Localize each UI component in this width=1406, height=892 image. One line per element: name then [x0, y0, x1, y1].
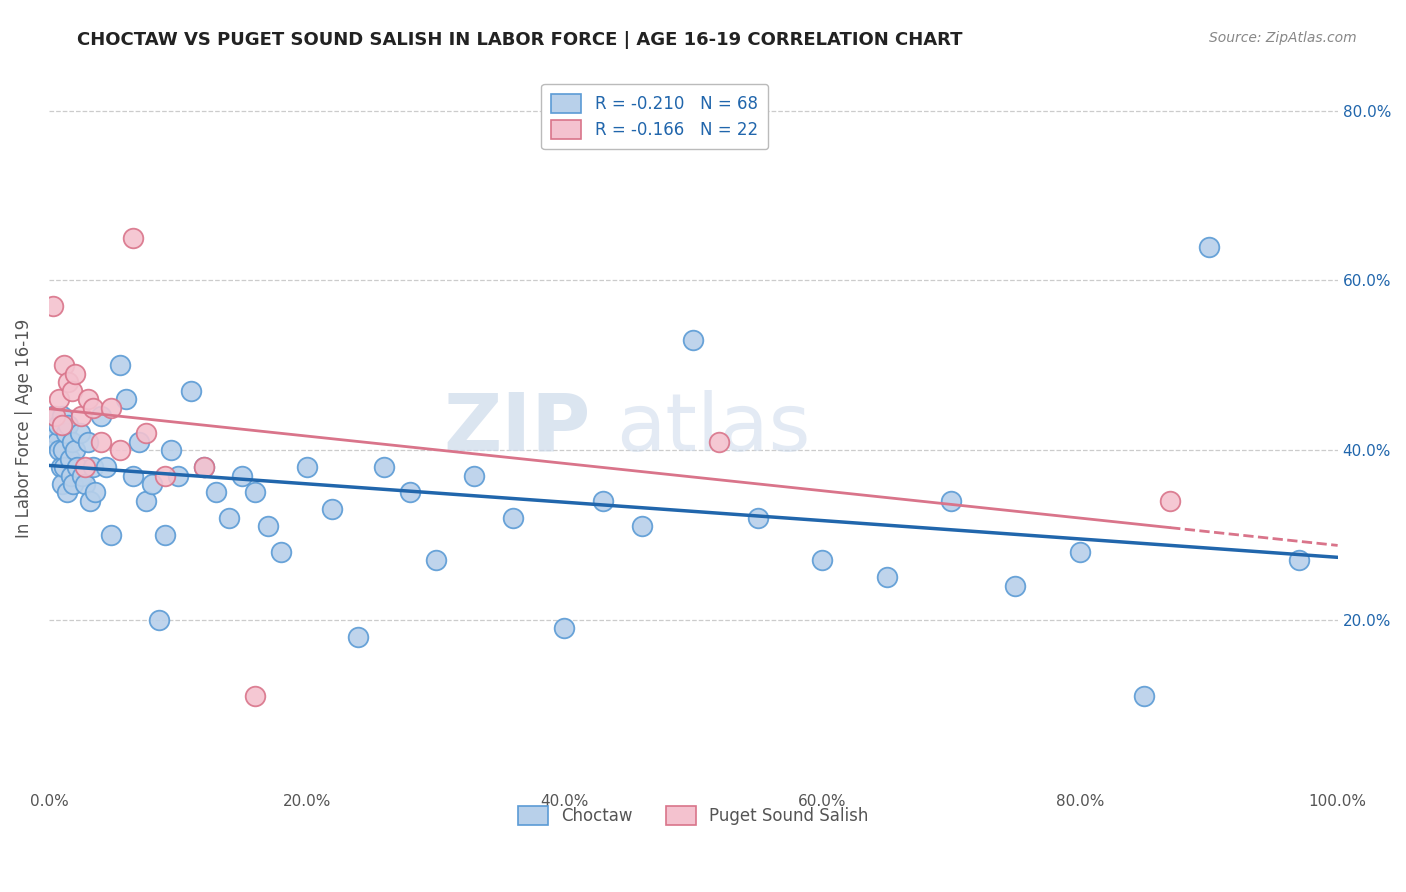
Point — [295, 460, 318, 475]
Point — [89, 409, 111, 424]
Point — [141, 477, 163, 491]
Point — [321, 502, 343, 516]
Point — [876, 570, 898, 584]
Point — [58, 417, 80, 432]
Point — [270, 545, 292, 559]
Point — [682, 333, 704, 347]
Point — [51, 409, 73, 424]
Point — [243, 689, 266, 703]
Point — [128, 434, 150, 449]
Point — [1288, 553, 1310, 567]
Point — [205, 485, 228, 500]
Point — [1133, 689, 1156, 703]
Point — [100, 528, 122, 542]
Point — [243, 485, 266, 500]
Point — [76, 434, 98, 449]
Point — [76, 392, 98, 407]
Point — [135, 426, 157, 441]
Point — [193, 460, 215, 475]
Point — [135, 494, 157, 508]
Point — [48, 392, 70, 407]
Point — [108, 359, 131, 373]
Point — [53, 460, 76, 475]
Point — [100, 401, 122, 415]
Point — [60, 384, 83, 398]
Point — [94, 460, 117, 475]
Point — [811, 553, 834, 567]
Point — [108, 443, 131, 458]
Point — [115, 392, 138, 407]
Point — [89, 434, 111, 449]
Point — [63, 443, 86, 458]
Point — [193, 460, 215, 475]
Legend: Choctaw, Puget Sound Salish: Choctaw, Puget Sound Salish — [508, 796, 879, 835]
Point — [939, 494, 962, 508]
Point — [66, 460, 89, 475]
Point — [231, 468, 253, 483]
Point — [69, 426, 91, 441]
Point — [72, 468, 94, 483]
Point — [398, 485, 420, 500]
Point — [257, 519, 280, 533]
Y-axis label: In Labor Force | Age 16-19: In Labor Force | Age 16-19 — [15, 319, 32, 539]
Point — [52, 443, 75, 458]
Point — [82, 401, 104, 415]
Point — [153, 528, 176, 542]
Point — [42, 409, 65, 424]
Point — [373, 460, 395, 475]
Point — [60, 434, 83, 449]
Point — [218, 511, 240, 525]
Point — [59, 468, 82, 483]
Point — [58, 376, 80, 390]
Point — [1004, 579, 1026, 593]
Point — [747, 511, 769, 525]
Point — [46, 417, 69, 432]
Point — [45, 434, 67, 449]
Point — [592, 494, 614, 508]
Point — [63, 367, 86, 381]
Point — [44, 409, 66, 424]
Point — [49, 460, 72, 475]
Point — [463, 468, 485, 483]
Point — [502, 511, 524, 525]
Text: Source: ZipAtlas.com: Source: ZipAtlas.com — [1209, 31, 1357, 45]
Point — [553, 621, 575, 635]
Point — [73, 460, 96, 475]
Point — [53, 359, 76, 373]
Point — [58, 451, 80, 466]
Point — [70, 409, 93, 424]
Point — [121, 231, 143, 245]
Point — [630, 519, 652, 533]
Point — [79, 494, 101, 508]
Point — [42, 299, 65, 313]
Point — [44, 426, 66, 441]
Point — [1159, 494, 1181, 508]
Point — [707, 434, 730, 449]
Point — [1198, 239, 1220, 253]
Point — [73, 477, 96, 491]
Point — [48, 443, 70, 458]
Text: CHOCTAW VS PUGET SOUND SALISH IN LABOR FORCE | AGE 16-19 CORRELATION CHART: CHOCTAW VS PUGET SOUND SALISH IN LABOR F… — [77, 31, 963, 49]
Point — [51, 417, 73, 432]
Point — [82, 460, 104, 475]
Point — [148, 613, 170, 627]
Point — [51, 477, 73, 491]
Point — [62, 477, 84, 491]
Point — [425, 553, 447, 567]
Point — [1069, 545, 1091, 559]
Point — [166, 468, 188, 483]
Point — [180, 384, 202, 398]
Point — [121, 468, 143, 483]
Text: atlas: atlas — [616, 390, 810, 468]
Point — [347, 630, 370, 644]
Point — [153, 468, 176, 483]
Point — [160, 443, 183, 458]
Point — [55, 426, 77, 441]
Point — [84, 485, 107, 500]
Text: ZIP: ZIP — [443, 390, 591, 468]
Point — [56, 485, 79, 500]
